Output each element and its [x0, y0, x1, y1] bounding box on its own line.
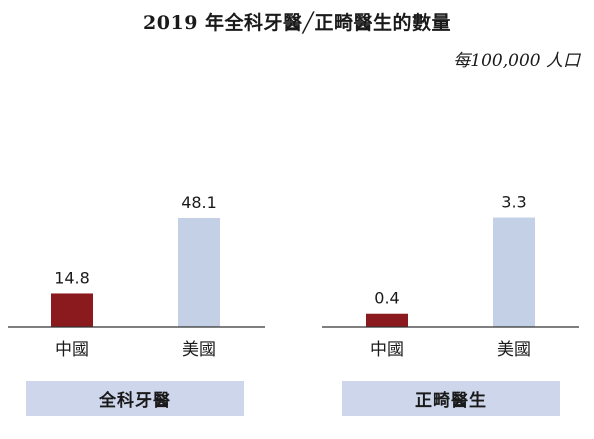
value-label-china-panel-1: 14.8 [54, 268, 90, 287]
category-label-china-panel-1: 中國 [55, 340, 89, 360]
panel-label-general-dentists: 全科牙醫 [26, 381, 244, 416]
chart-title: 2019 年全科牙醫╱正畸醫生的數量 [143, 12, 451, 34]
value-label-usa-panel-2: 3.3 [501, 193, 526, 212]
bar-china-panel-2 [366, 313, 408, 327]
category-label-usa-panel-1: 美國 [182, 340, 216, 360]
category-label-china-panel-2: 中國 [370, 340, 404, 360]
category-label-usa-panel-2: 美國 [497, 340, 531, 360]
value-label-china-panel-2: 0.4 [374, 289, 399, 308]
bar-usa-panel-1 [178, 217, 220, 327]
bar-china-panel-1 [51, 293, 93, 327]
value-label-usa-panel-1: 48.1 [181, 193, 217, 212]
bar-usa-panel-2 [493, 217, 535, 327]
panel-label-orthodontists: 正畸醫生 [342, 381, 560, 416]
chart-subtitle: 每100,000 人口 [453, 51, 580, 71]
